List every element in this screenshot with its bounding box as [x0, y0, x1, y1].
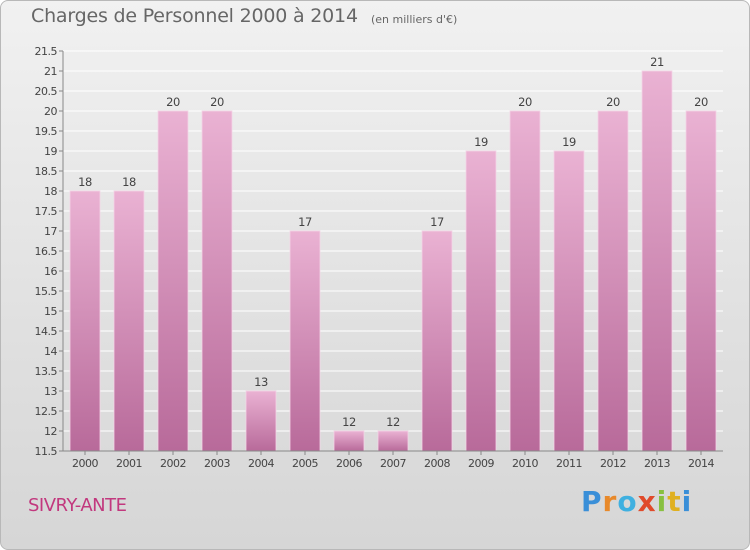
data-label: 13	[254, 375, 268, 389]
data-label: 18	[122, 175, 136, 189]
data-label: 19	[562, 135, 576, 149]
chart-title: Charges de Personnel 2000 à 2014	[31, 5, 358, 27]
bar-2003	[201, 110, 233, 452]
x-tick-label: 2008	[424, 457, 450, 470]
data-label: 17	[430, 215, 444, 229]
bar-2004	[245, 390, 277, 452]
bar-2007	[377, 430, 409, 452]
x-tick-label: 2004	[248, 457, 274, 470]
town-name: SIVRY-ANTE	[28, 495, 127, 516]
bar-2013	[641, 70, 673, 452]
y-tick-label: 18	[44, 185, 57, 198]
x-tick-label: 2005	[292, 457, 318, 470]
x-tick-label: 2012	[600, 457, 626, 470]
bar-2008	[421, 230, 453, 452]
x-tick-label: 2010	[512, 457, 538, 470]
data-label: 12	[386, 415, 400, 429]
x-tick-label: 2006	[336, 457, 362, 470]
data-label: 20	[166, 95, 180, 109]
bar-2014	[685, 110, 717, 452]
bar-2001	[113, 190, 145, 452]
y-tick-label: 19.5	[35, 125, 58, 138]
x-tick-label: 2013	[644, 457, 670, 470]
y-tick-label: 18.5	[35, 165, 58, 178]
y-tick-label: 13	[44, 385, 57, 398]
data-label: 20	[210, 95, 224, 109]
data-label: 21	[650, 55, 664, 69]
y-tick-label: 13.5	[35, 365, 58, 378]
x-tick-label: 2001	[116, 457, 142, 470]
bar-2000	[69, 190, 101, 452]
y-tick-label: 14.5	[35, 325, 58, 338]
data-label: 12	[342, 415, 356, 429]
y-tick-label: 12	[44, 425, 57, 438]
chart-subtitle: (en milliers d'€)	[371, 13, 458, 26]
y-tick-label: 11.5	[35, 445, 58, 458]
x-tick-label: 2003	[204, 457, 230, 470]
y-tick-label: 17	[44, 225, 57, 238]
y-tick-label: 21.5	[35, 45, 58, 58]
data-label: 20	[518, 95, 532, 109]
x-tick-label: 2009	[468, 457, 494, 470]
y-tick-label: 20.5	[35, 85, 58, 98]
data-label: 19	[474, 135, 488, 149]
y-tick-label: 21	[44, 65, 57, 78]
bar-2005	[289, 230, 321, 452]
x-tick-label: 2002	[160, 457, 186, 470]
axes: 11.5 12 12.5 13 13.5 14 14.5 15 15.5 16 16.5 17 17.5…	[35, 45, 723, 470]
bar-2012	[597, 110, 629, 452]
x-tick-label: 2014	[688, 457, 714, 470]
x-tick-label: 2000	[72, 457, 98, 470]
y-tick-label: 12.5	[35, 405, 58, 418]
bar-2011	[553, 150, 585, 452]
y-tick-label: 19	[44, 145, 57, 158]
y-tick-label: 17.5	[35, 205, 58, 218]
y-tick-label: 14	[44, 345, 57, 358]
x-tick-label: 2011	[556, 457, 582, 470]
y-tick-label: 15	[44, 305, 57, 318]
bar-2009	[465, 150, 497, 452]
bar-2002	[157, 110, 189, 452]
y-tick-label: 16	[44, 265, 57, 278]
bar-2006	[333, 430, 365, 452]
data-label: 17	[298, 215, 312, 229]
brand-logo: Proxiti	[581, 485, 693, 518]
bar-2010	[509, 110, 541, 452]
y-tick-label: 16.5	[35, 245, 58, 258]
y-tick-label: 15.5	[35, 285, 58, 298]
bars: 18 18 20 20 13 17 12 12 17 19 20 19 20 21 20	[69, 55, 717, 452]
data-label: 20	[694, 95, 708, 109]
x-tick-label: 2007	[380, 457, 406, 470]
y-tick-label: 20	[44, 105, 57, 118]
data-label: 18	[78, 175, 92, 189]
data-label: 20	[606, 95, 620, 109]
